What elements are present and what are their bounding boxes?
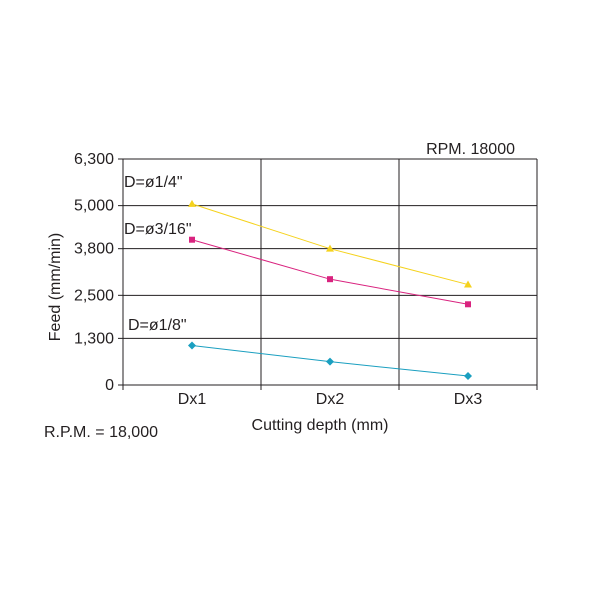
footnote: R.P.M. = 18,000 bbox=[44, 424, 158, 441]
data-point bbox=[188, 341, 196, 350]
y-tick-label: 2,500 bbox=[74, 287, 114, 304]
series-label: D=ø1/4" bbox=[124, 174, 183, 191]
y-tick-label: 6,300 bbox=[74, 151, 114, 168]
data-point bbox=[326, 244, 334, 252]
text-layer: RPM. 18000 R.P.M. = 18,000 Cutting depth… bbox=[44, 141, 515, 441]
data-point bbox=[188, 199, 196, 207]
y-tick-label: 5,000 bbox=[74, 198, 114, 215]
data-point bbox=[189, 236, 195, 243]
data-point bbox=[464, 280, 472, 288]
series-layer: D=ø1/4" D=ø3/16" D=ø1/8" bbox=[124, 174, 472, 381]
y-tick-label: 3,800 bbox=[74, 241, 114, 258]
x-tick-label: Dx3 bbox=[454, 391, 483, 408]
y-axis-label: Feed (mm/min) bbox=[47, 233, 64, 341]
data-point bbox=[327, 276, 333, 283]
series-label: D=ø1/8" bbox=[128, 317, 187, 334]
series-label: D=ø3/16" bbox=[124, 221, 192, 238]
data-point bbox=[326, 357, 334, 366]
x-axis-label: Cutting depth (mm) bbox=[252, 417, 389, 434]
series-line bbox=[191, 203, 469, 286]
data-point bbox=[465, 301, 471, 308]
data-point bbox=[464, 372, 472, 381]
x-tick-label: Dx1 bbox=[178, 391, 207, 408]
y-tick-label: 1,300 bbox=[74, 330, 114, 347]
x-tick-label: Dx2 bbox=[316, 391, 345, 408]
rpm-label: RPM. 18000 bbox=[426, 141, 515, 158]
y-tick-label: 0 bbox=[105, 377, 114, 394]
